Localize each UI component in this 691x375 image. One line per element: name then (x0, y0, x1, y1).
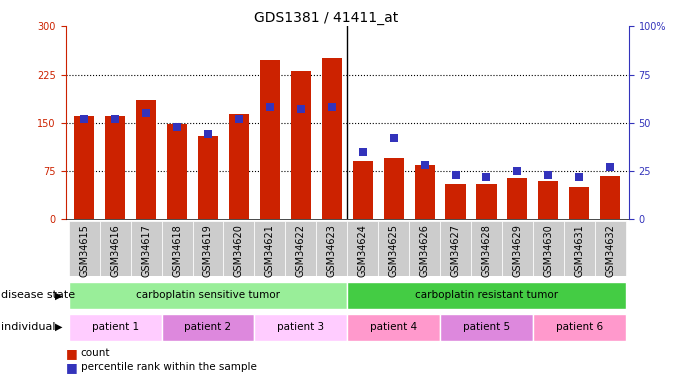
Point (450, 172, 461, 178)
Point (171, 124, 182, 130)
Text: disease state: disease state (1, 290, 75, 300)
Bar (347, 282, 626, 309)
Text: GSM34619: GSM34619 (203, 224, 213, 277)
Point (481, 174, 492, 180)
Bar (476, 184, 497, 219)
Bar (193, 221, 223, 276)
Text: carboplatin sensitive tumor: carboplatin sensitive tumor (136, 290, 280, 300)
Bar (285, 221, 316, 276)
Bar (569, 187, 589, 219)
Bar (502, 221, 533, 276)
Text: ■: ■ (66, 361, 77, 374)
Bar (68, 314, 162, 340)
Bar (260, 60, 280, 219)
Text: percentile rank within the sample: percentile rank within the sample (81, 363, 257, 372)
Bar (136, 100, 156, 219)
Text: GSM34622: GSM34622 (296, 224, 306, 277)
Text: carboplatin resistant tumor: carboplatin resistant tumor (415, 290, 558, 300)
Text: GSM34625: GSM34625 (388, 224, 399, 277)
Bar (595, 221, 626, 276)
Text: GSM34623: GSM34623 (327, 224, 337, 277)
Bar (352, 161, 372, 219)
Text: patient 1: patient 1 (92, 322, 139, 332)
Point (357, 149, 368, 155)
Bar (533, 314, 626, 340)
Point (202, 131, 214, 137)
Bar (131, 221, 162, 276)
Text: patient 2: patient 2 (184, 322, 231, 332)
Bar (74, 116, 94, 219)
Bar (167, 124, 187, 219)
Bar (68, 282, 347, 309)
Bar (538, 181, 558, 219)
Point (79, 116, 90, 122)
Bar (322, 58, 342, 219)
Bar (291, 71, 311, 219)
Text: GSM34621: GSM34621 (265, 224, 275, 277)
Text: GSM34629: GSM34629 (513, 224, 522, 277)
Point (110, 116, 121, 122)
Point (295, 106, 306, 112)
Bar (533, 221, 564, 276)
Text: GSM34632: GSM34632 (605, 224, 615, 277)
Point (605, 164, 616, 170)
Point (326, 104, 337, 110)
Point (234, 116, 245, 122)
Text: GSM34617: GSM34617 (141, 224, 151, 277)
Text: ■: ■ (66, 347, 77, 360)
Bar (162, 314, 254, 340)
Bar (384, 158, 404, 219)
Bar (409, 221, 440, 276)
Bar (162, 221, 193, 276)
Text: ▶: ▶ (55, 290, 62, 300)
Bar (600, 176, 621, 219)
Bar (507, 177, 527, 219)
Text: patient 3: patient 3 (277, 322, 324, 332)
Point (512, 168, 523, 174)
Text: GSM34628: GSM34628 (482, 224, 491, 277)
Bar (347, 314, 440, 340)
Text: GSM34624: GSM34624 (358, 224, 368, 277)
Text: patient 4: patient 4 (370, 322, 417, 332)
Bar (254, 221, 285, 276)
Bar (347, 221, 378, 276)
Text: GSM34620: GSM34620 (234, 224, 244, 277)
Bar (471, 221, 502, 276)
Bar (564, 221, 595, 276)
Text: ▶: ▶ (55, 322, 62, 332)
Bar (440, 221, 471, 276)
Text: GSM34627: GSM34627 (451, 224, 460, 277)
Text: GSM34615: GSM34615 (79, 224, 89, 277)
Text: GSM34618: GSM34618 (172, 224, 182, 277)
Point (265, 104, 276, 110)
Bar (105, 116, 125, 219)
Text: patient 6: patient 6 (556, 322, 603, 332)
Bar (415, 165, 435, 219)
Text: GSM34631: GSM34631 (574, 224, 585, 277)
Bar (198, 136, 218, 219)
Bar (68, 221, 100, 276)
Bar (378, 221, 409, 276)
Text: GSM34616: GSM34616 (110, 224, 120, 277)
Bar (254, 314, 347, 340)
Bar (440, 314, 533, 340)
Text: GSM34626: GSM34626 (419, 224, 430, 277)
Point (574, 174, 585, 180)
Bar (229, 114, 249, 219)
Text: GSM34630: GSM34630 (543, 224, 553, 277)
Text: patient 5: patient 5 (463, 322, 510, 332)
Text: count: count (81, 348, 111, 358)
Bar (316, 221, 347, 276)
Bar (100, 221, 131, 276)
Point (388, 135, 399, 141)
Point (543, 172, 554, 178)
Bar (223, 221, 254, 276)
Bar (446, 184, 466, 219)
Point (140, 110, 151, 116)
Text: individual: individual (1, 322, 56, 332)
Text: GDS1381 / 41411_at: GDS1381 / 41411_at (254, 11, 399, 25)
Point (419, 162, 430, 168)
